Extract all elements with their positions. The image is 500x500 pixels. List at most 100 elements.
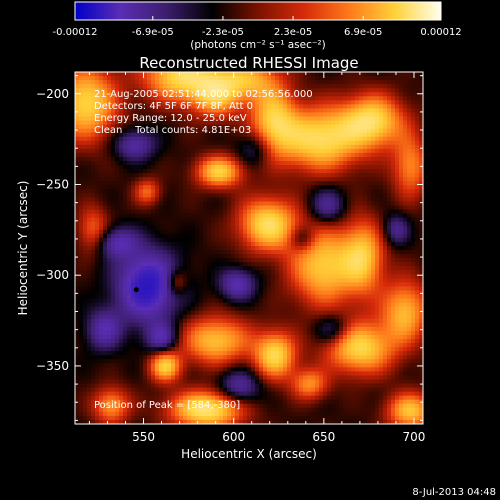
heatmap-cell <box>147 156 152 162</box>
heatmap-cell <box>223 161 228 166</box>
heatmap-cell <box>267 84 272 89</box>
heatmap-cell <box>123 193 128 198</box>
heatmap-cell <box>179 262 184 267</box>
heatmap-cell <box>199 104 204 109</box>
heatmap-cell <box>75 132 80 138</box>
heatmap-cell <box>151 161 156 166</box>
heatmap-cell <box>195 96 200 101</box>
heatmap-cell <box>175 274 180 279</box>
heatmap-cell <box>399 161 404 166</box>
heatmap-cell <box>147 294 152 300</box>
heatmap-cell <box>99 128 104 134</box>
heatmap-cell <box>315 213 320 219</box>
heatmap-cell <box>123 217 128 223</box>
heatmap-cell <box>159 262 164 267</box>
heatmap-cell <box>259 193 264 198</box>
heatmap-cell <box>207 205 212 211</box>
heatmap-cell <box>147 237 152 243</box>
heatmap-cell <box>271 173 276 178</box>
heatmap-cell <box>259 80 264 85</box>
heatmap-cell <box>175 193 180 198</box>
heatmap-cell <box>211 96 216 101</box>
heatmap-cell <box>127 258 132 263</box>
heatmap-cell <box>91 201 96 207</box>
heatmap-cell <box>403 221 408 227</box>
heatmap-cell <box>155 209 160 215</box>
heatmap-cell <box>311 201 316 207</box>
heatmap-cell <box>155 237 160 243</box>
heatmap-cell <box>399 144 404 150</box>
heatmap-cell <box>211 262 216 267</box>
heatmap-cell <box>335 205 340 211</box>
heatmap-cell <box>367 229 372 235</box>
heatmap-cell <box>143 217 148 223</box>
heatmap-cell <box>363 245 368 251</box>
heatmap-cell <box>143 144 148 150</box>
heatmap-cell <box>411 270 416 275</box>
heatmap-cell <box>391 136 396 142</box>
heatmap-cell <box>327 225 332 231</box>
heatmap-cell <box>195 177 200 182</box>
heatmap-cell <box>171 254 176 259</box>
heatmap-cell <box>211 140 216 146</box>
heatmap-cell <box>287 92 292 97</box>
heatmap-cell <box>383 96 388 101</box>
heatmap-cell <box>75 209 80 215</box>
heatmap-cell <box>175 241 180 247</box>
heatmap-cell <box>155 80 160 85</box>
heatmap-cell <box>275 209 280 215</box>
heatmap-cell <box>371 156 376 162</box>
heatmap-cell <box>183 132 188 138</box>
heatmap-cell <box>91 100 96 105</box>
heatmap-cell <box>79 205 84 211</box>
heatmap-cell <box>95 225 100 231</box>
heatmap-cell <box>187 128 192 134</box>
heatmap-cell <box>119 302 124 308</box>
heatmap-cell <box>303 197 308 202</box>
heatmap-cell <box>179 201 184 207</box>
heatmap-cell <box>275 72 280 77</box>
heatmap-cell <box>271 140 276 146</box>
heatmap-cell <box>351 72 356 77</box>
heatmap-cell <box>223 225 228 231</box>
heatmap-cell <box>139 217 144 223</box>
heatmap-cell <box>187 80 192 85</box>
heatmap-cell <box>323 100 328 105</box>
heatmap-cell <box>395 173 400 178</box>
heatmap-cell <box>271 213 276 219</box>
heatmap-cell <box>155 136 160 142</box>
heatmap-cell <box>351 169 356 174</box>
heatmap-cell <box>379 96 384 101</box>
heatmap-cell <box>227 72 232 77</box>
heatmap-cell <box>79 274 84 279</box>
heatmap-cell <box>343 193 348 198</box>
heatmap-cell <box>319 201 324 207</box>
heatmap-cell <box>195 193 200 198</box>
heatmap-cell <box>283 96 288 101</box>
heatmap-cell <box>291 197 296 202</box>
heatmap-cell <box>367 100 372 105</box>
heatmap-cell <box>87 298 92 304</box>
heatmap-cell <box>383 258 388 263</box>
heatmap-cell <box>243 262 248 267</box>
heatmap-cell <box>235 84 240 89</box>
heatmap-cell <box>79 96 84 101</box>
heatmap-cell <box>219 266 224 271</box>
heatmap-cell <box>347 189 352 194</box>
heatmap-cell <box>155 148 160 154</box>
heatmap-cell <box>371 237 376 243</box>
heatmap-cell <box>219 84 224 89</box>
heatmap-cell <box>395 84 400 89</box>
heatmap-cell <box>123 290 128 296</box>
heatmap-cell <box>99 144 104 150</box>
heatmap-cell <box>299 72 304 77</box>
heatmap-cell <box>251 225 256 231</box>
heatmap-cell <box>107 258 112 263</box>
heatmap-cell <box>215 237 220 243</box>
heatmap-cell <box>387 250 392 255</box>
heatmap-cell <box>367 116 372 122</box>
heatmap-cell <box>147 181 152 186</box>
heatmap-cell <box>83 161 88 166</box>
heatmap-cell <box>147 116 152 122</box>
heatmap-cell <box>279 124 284 130</box>
